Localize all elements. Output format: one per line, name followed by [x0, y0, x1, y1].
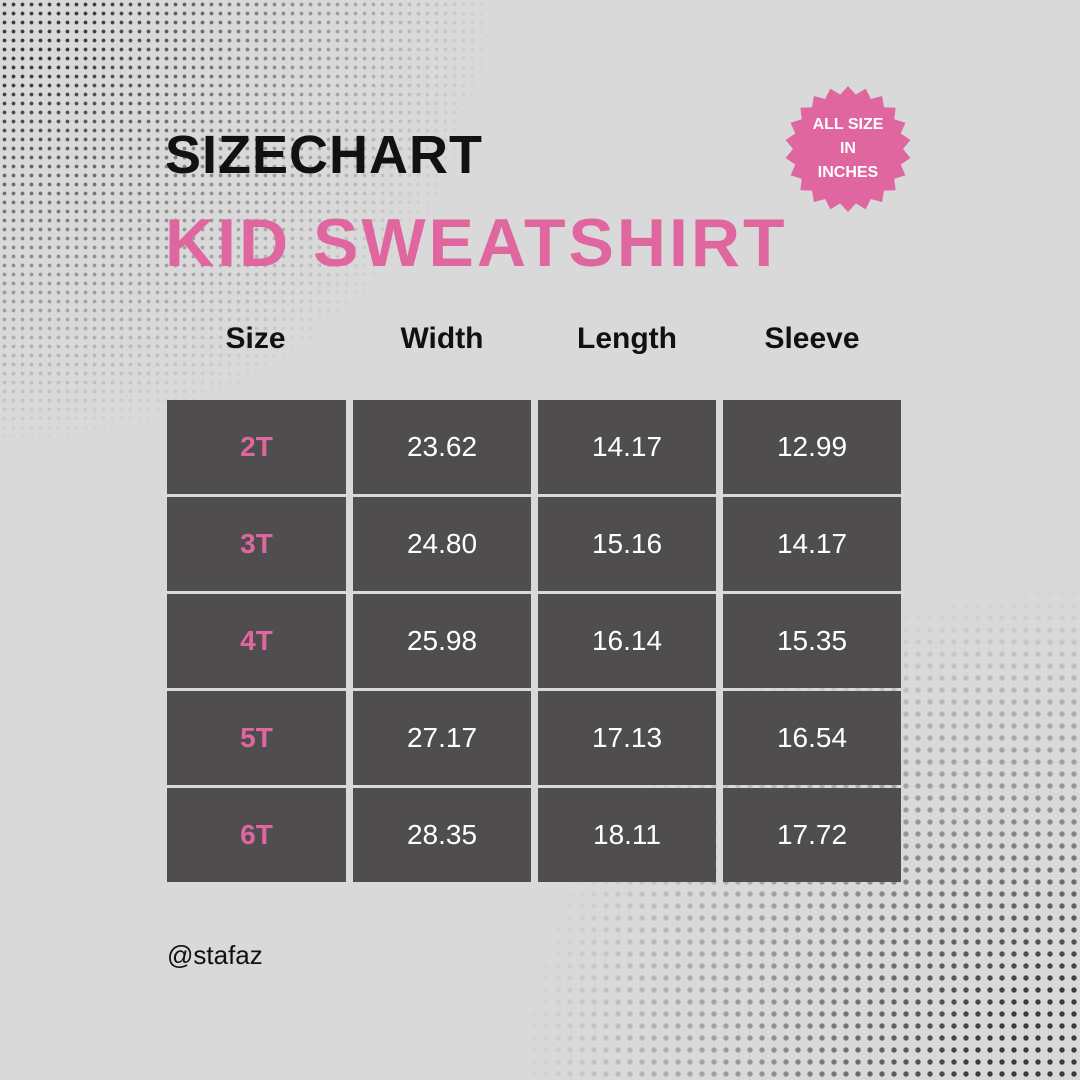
- header-length: Length: [577, 322, 677, 355]
- cell-length: 15.16: [538, 497, 716, 591]
- header-width: Width: [400, 322, 484, 355]
- cell-length: 18.11: [538, 788, 716, 882]
- cell-sleeve: 12.99: [723, 400, 901, 494]
- cell-sleeve: 17.72: [723, 788, 901, 882]
- page-title: SIZECHART: [165, 125, 483, 185]
- cell-width: 28.35: [353, 788, 531, 882]
- product-title: KID SWEATSHIRT: [165, 205, 788, 281]
- header-sleeve: Sleeve: [764, 322, 860, 355]
- cell-width: 25.98: [353, 594, 531, 688]
- cell-size: 3T: [167, 497, 346, 591]
- badge-line-2: IN: [839, 140, 856, 157]
- cell-size: 6T: [167, 788, 346, 882]
- cell-size: 2T: [167, 400, 346, 494]
- cell-sleeve: 16.54: [723, 691, 901, 785]
- cell-width: 23.62: [353, 400, 531, 494]
- badge-line-1: ALL SIZE: [812, 116, 884, 133]
- cell-length: 14.17: [538, 400, 716, 494]
- cell-length: 17.13: [538, 691, 716, 785]
- badge-line-3: INCHES: [817, 164, 879, 181]
- author-handle: @stafaz: [167, 940, 263, 970]
- cell-width: 24.80: [353, 497, 531, 591]
- cell-sleeve: 14.17: [723, 497, 901, 591]
- cell-sleeve: 15.35: [723, 594, 901, 688]
- cell-size: 4T: [167, 594, 346, 688]
- units-badge: ALL SIZE IN INCHES: [785, 86, 911, 212]
- cell-size: 5T: [167, 691, 346, 785]
- header-size: Size: [225, 322, 286, 355]
- starburst-badge-icon: [785, 86, 911, 212]
- cell-length: 16.14: [538, 594, 716, 688]
- cell-width: 27.17: [353, 691, 531, 785]
